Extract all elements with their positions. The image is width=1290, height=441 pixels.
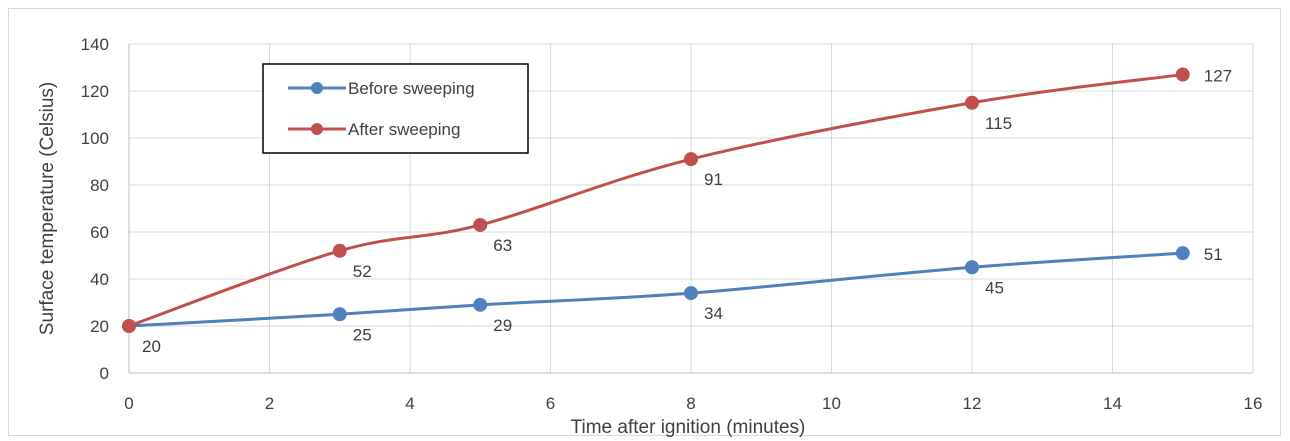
y-tick-label: 20 [90,317,109,336]
data-labels: 20 25 29 34 45 51 52 63 91 115 127 [142,67,1232,356]
tick-labels: 0 2 4 6 8 10 12 14 16 0 20 40 60 80 100 120 140 [81,35,1263,413]
axes [128,44,1253,374]
legend-box [262,63,529,154]
y-tick-label: 40 [90,270,109,289]
legend-item-after-sweeping: After sweeping [288,120,460,139]
series-0-data-label-5: 51 [1204,245,1223,264]
x-tick-label: 6 [546,394,555,413]
series-0-point-3 [684,286,698,301]
series-1-data-label-5: 127 [1204,67,1232,86]
series-0-point-4 [965,260,979,275]
series-1-point-3 [684,152,698,167]
series-1-data-label-2: 63 [493,236,512,255]
series-1-point-2 [473,217,488,232]
series-1-data-label-1: 52 [353,262,372,281]
x-tick-label: 10 [822,394,841,413]
legend-label: After sweeping [348,120,460,139]
series-0-data-label-3: 34 [704,304,723,323]
series-1-data-label-4: 115 [985,114,1012,133]
legend: Before sweeping After sweeping [262,63,529,154]
x-axis-title: Time after ignition (minutes) [571,417,806,438]
series-0-point-1 [332,307,347,322]
series-0-data-label-1: 25 [353,325,372,344]
y-tick-label: 60 [90,223,109,242]
series-1-data-label-3: 91 [704,170,723,189]
series-0-data-label-2: 29 [493,316,512,335]
y-tick-label: 120 [81,82,109,101]
y-tick-label: 100 [81,129,109,148]
series-0-data-label-0: 20 [142,337,161,356]
legend-item-before-sweeping: Before sweeping [288,79,475,98]
legend-label: Before sweeping [348,79,475,98]
legend-swatch-marker [311,123,323,135]
series-line-0 [128,251,1183,328]
y-axis-title: Surface temperature (Celsius) [37,82,58,335]
series-0-point-2 [473,297,488,312]
series-0-point-5 [1175,246,1190,261]
series-lines [128,73,1183,328]
series-1-point-0 [122,319,136,333]
x-tick-label: 16 [1244,394,1263,413]
x-tick-label: 0 [124,394,133,413]
x-tick-label: 8 [686,394,695,413]
legend-swatch-marker [311,82,323,94]
x-tick-label: 4 [405,394,414,413]
x-tick-label: 2 [265,394,274,413]
series-0-data-label-4: 45 [985,278,1004,297]
series-1-point-5 [1175,67,1190,82]
y-tick-label: 140 [81,35,109,54]
chart-frame [8,8,1281,436]
y-tick-label: 80 [90,176,109,195]
y-tick-label: 0 [100,364,109,383]
x-tick-label: 14 [1103,394,1122,413]
series-line-1 [128,73,1183,328]
series-markers [122,67,1190,333]
series-1-point-4 [965,95,979,110]
x-tick-label: 12 [963,394,982,413]
series-1-point-1 [332,243,347,258]
